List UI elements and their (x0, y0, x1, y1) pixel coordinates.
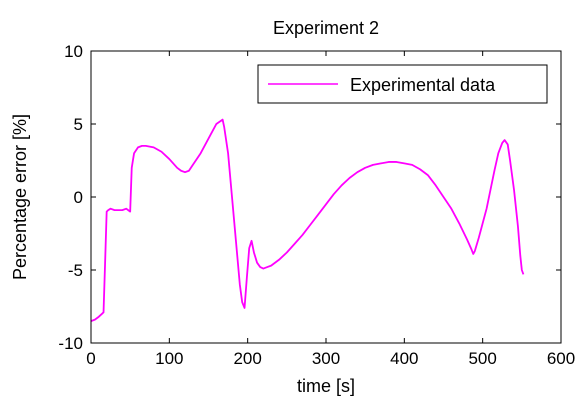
x-tick-label: 300 (312, 349, 340, 368)
legend-series-label: Experimental data (350, 75, 496, 95)
x-tick-label: 0 (86, 349, 95, 368)
x-tick-label: 400 (390, 349, 418, 368)
x-tick-label: 100 (155, 349, 183, 368)
y-tick-label: 5 (74, 115, 83, 134)
tick-layer: 0 100 200 300 400 500 600 -10 -5 0 5 10 (58, 42, 575, 368)
legend: Experimental data (257, 64, 548, 104)
y-tick-label: 10 (64, 42, 83, 61)
y-tick-label: 0 (74, 188, 83, 207)
series-line-experimental-data (90, 118, 525, 322)
x-tick-label: 200 (233, 349, 261, 368)
y-tick-label: -5 (68, 261, 83, 280)
x-tick-label: 600 (547, 349, 575, 368)
data-layer (90, 118, 525, 322)
y-axis-label: Percentage error [%] (10, 114, 30, 280)
axes-box (90, 50, 562, 344)
chart-title: Experiment 2 (273, 18, 379, 38)
y-tick-label: -10 (58, 334, 83, 353)
x-tick-label: 500 (468, 349, 496, 368)
x-axis-label: time [s] (297, 376, 355, 396)
